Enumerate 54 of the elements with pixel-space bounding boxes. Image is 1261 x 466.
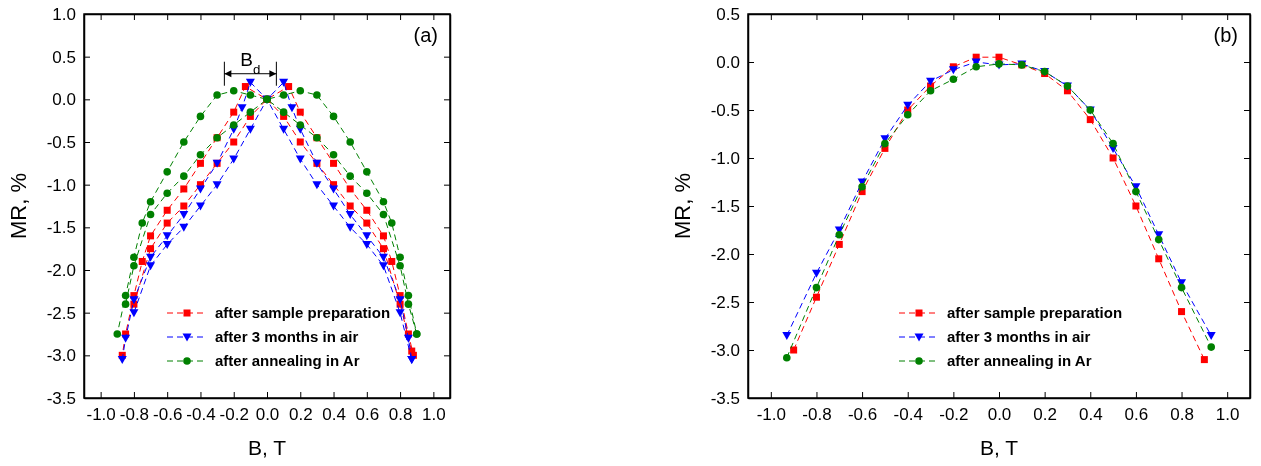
x-tick-label: 0.6 [355,405,380,425]
x-axis-title: B, T [247,436,287,459]
y-tick-label: -1.0 [710,148,740,168]
x-tick-label: 1.0 [1215,405,1240,425]
x-tick-label: 1.0 [422,405,446,425]
annotation: (b) [1213,24,1238,46]
y-tick-label: 0.0 [716,52,740,72]
x-tick-label: -0.8 [119,405,150,425]
x-tick-label: 0.0 [255,405,280,425]
y-tick-label: -3.5 [710,388,740,408]
x-tick-label: 0.2 [288,405,313,425]
y-tick-label: 0.0 [52,90,76,110]
x-tick-label: -1.0 [756,405,786,425]
y-tick-label: -2.0 [46,260,76,280]
annotation: B$_{d}$ [240,48,261,77]
x-tick-label: -0.4 [893,405,923,425]
x-tick-label: 0.6 [1124,405,1149,425]
legend-label: after sample preparation [947,304,1123,321]
x-tick-label: -0.6 [847,405,878,425]
legend-label: after annealing in Ar [215,352,360,369]
y-tick-label: -2.5 [710,292,740,312]
y-axis-title: MR, % [6,173,31,239]
y-tick-label: 0.5 [716,4,740,24]
y-tick-label: -3.5 [46,388,76,408]
x-tick-label: 0.4 [1078,405,1103,425]
legend-label: after 3 months in air [215,328,359,345]
legend-label: after 3 months in air [947,328,1091,345]
legend-label: after sample preparation [215,304,391,321]
y-tick-label: -3.0 [46,346,76,366]
y-tick-label: -1.0 [46,175,76,195]
x-tick-label: -0.8 [802,405,832,425]
y-tick-label: -3.0 [710,340,740,360]
x-tick-label: 0.8 [1170,405,1194,425]
x-tick-label: -0.2 [939,405,969,425]
x-tick-label: 0.8 [388,405,413,425]
y-tick-label: -0.5 [710,100,740,120]
y-tick-label: 0.5 [52,47,76,67]
y-tick-label: -2.5 [46,303,76,323]
x-tick-label: -0.2 [219,405,249,425]
y-tick-label: -1.5 [710,196,740,216]
x-tick-label: 0.2 [1033,405,1057,425]
y-tick-label: -0.5 [46,132,76,152]
x-axis-title: B, T [979,436,1019,459]
x-tick-label: 0.4 [322,405,346,425]
legend-label: after annealing in Ar [947,352,1092,369]
x-tick-label: -0.6 [153,405,183,425]
x-tick-label: -1.0 [86,405,116,425]
x-tick-label: 0.0 [987,405,1012,425]
y-axis-title: MR, % [670,173,695,239]
y-tick-label: -1.5 [46,218,76,238]
annotation: (a) [413,24,438,46]
y-tick-label: -2.0 [710,244,740,264]
x-tick-label: -0.4 [186,405,216,425]
y-tick-label: 1.0 [52,4,76,24]
